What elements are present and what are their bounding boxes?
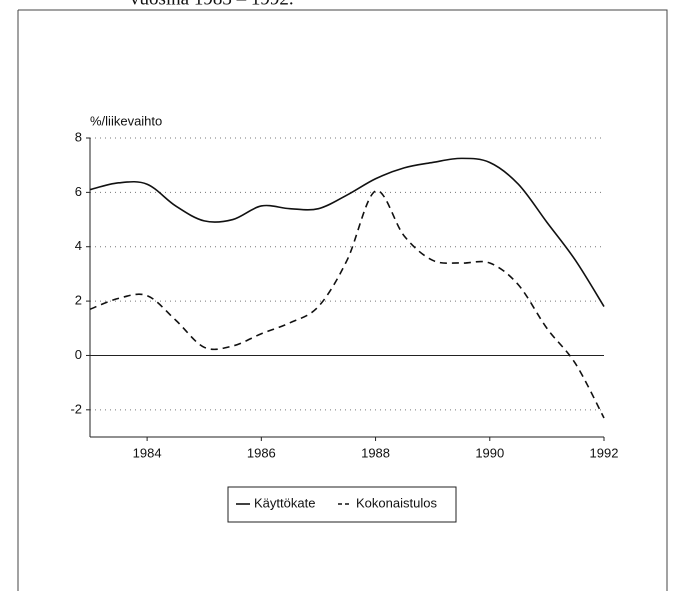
y-tick-label: 4 [75,238,82,253]
x-tick-label: 1984 [133,445,162,460]
line-series [89,157,605,307]
frame [17,9,668,591]
y-tick-label: 8 [75,129,82,144]
y-tick-label: -2 [70,401,82,416]
line-series [89,190,605,419]
x-tick-label: 1986 [247,445,276,460]
x-tick-label: 1988 [361,445,390,460]
y-tick-label: 6 [75,184,82,199]
y-tick-label: 0 [75,347,82,362]
legend-label: Kokonaistulos [356,495,437,510]
x-tick-label: 1992 [590,445,619,460]
x-tick-label: 1990 [475,445,504,460]
chart-title: vuosina 1983 – 1992. [130,0,294,9]
y-axis-label: %/liikevaihto [90,113,162,128]
y-tick-label: 2 [75,293,82,308]
legend-box [227,486,457,523]
legend-label: Käyttökate [254,495,315,510]
